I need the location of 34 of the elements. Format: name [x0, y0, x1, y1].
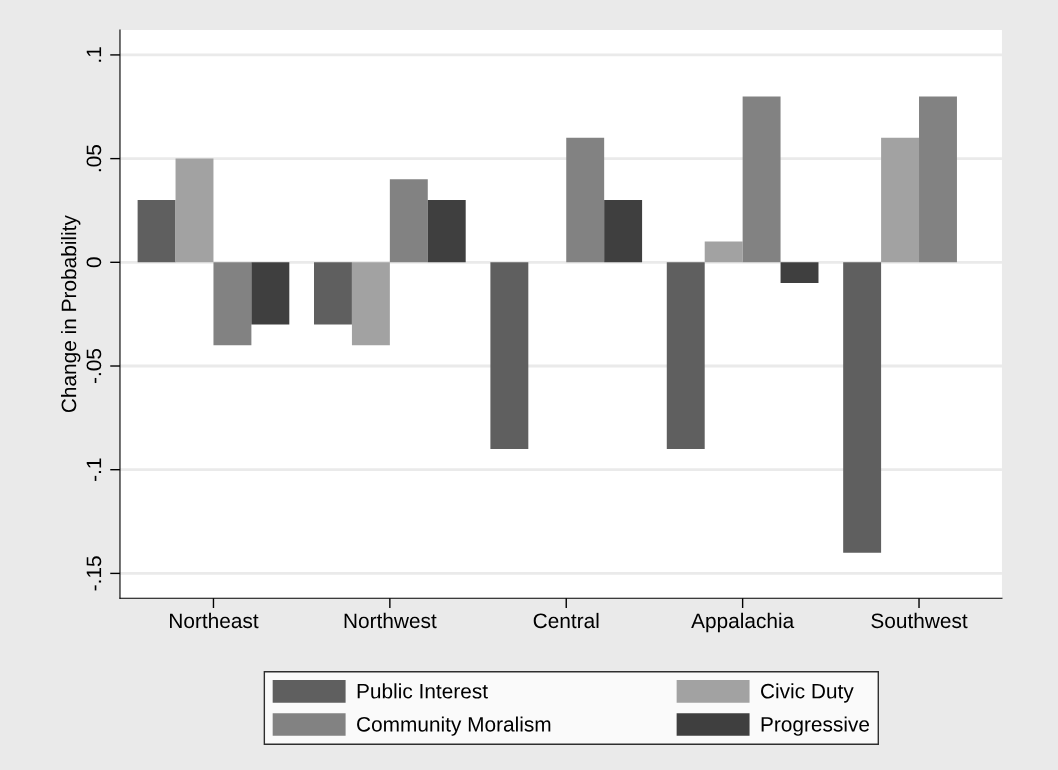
bar [566, 137, 605, 263]
bar [389, 179, 428, 263]
y-tick-label: -.15 [86, 556, 102, 591]
x-tick-label: Northwest [344, 612, 437, 629]
legend-label: Community Moralism [357, 716, 551, 736]
x-tick-label: Central [533, 612, 599, 629]
x-tick-label: Northeast [170, 612, 259, 629]
legend-label: Civic Duty [761, 683, 854, 703]
bar [427, 200, 466, 263]
bar [742, 96, 781, 263]
bar [704, 241, 743, 263]
bar [213, 262, 252, 346]
y-axis-title: Change in Probability [61, 215, 81, 413]
bar [780, 262, 819, 284]
y-tick-label: 0 [86, 257, 102, 268]
bar [314, 262, 352, 325]
bar [137, 200, 176, 263]
bar [919, 96, 957, 263]
bar [843, 262, 882, 553]
bar [251, 262, 290, 325]
x-tick-label: Southwest [871, 612, 968, 629]
bar [881, 137, 920, 263]
legend-label: Public Interest [357, 683, 488, 699]
bar [351, 262, 390, 346]
y-tick-label: .05 [86, 145, 102, 172]
y-tick-label: -.05 [86, 348, 102, 384]
legend-label: Progressive [761, 716, 870, 736]
bar [666, 262, 705, 449]
bar [490, 262, 529, 449]
x-tick-label: Appalachia [691, 612, 795, 633]
bar [175, 158, 214, 263]
y-tick-label: -.1 [86, 458, 102, 481]
y-tick-label: .1 [86, 47, 102, 62]
bar [604, 200, 643, 263]
